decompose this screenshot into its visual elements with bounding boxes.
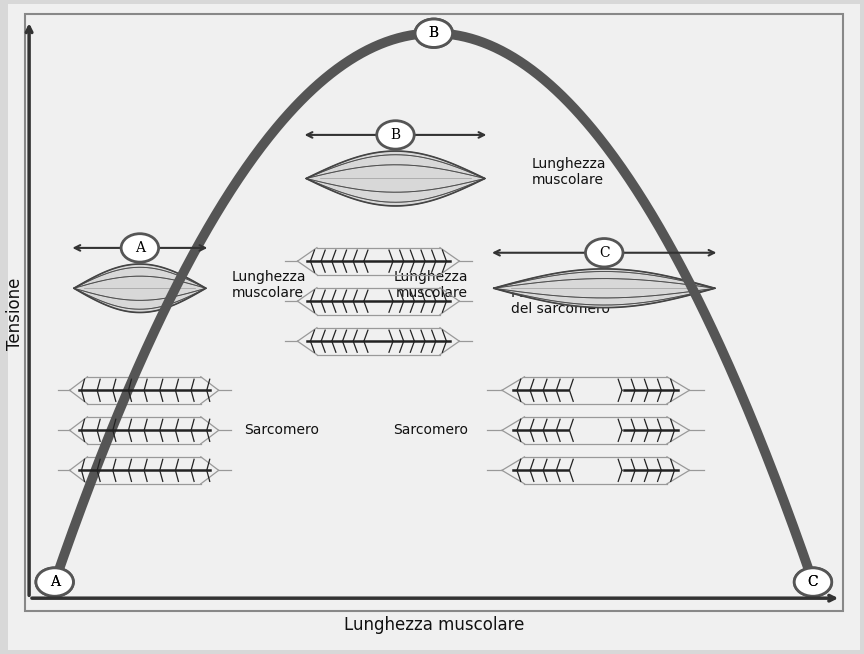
Text: A: A (49, 575, 60, 589)
Circle shape (586, 239, 623, 267)
Text: Posizione
del sarcomero: Posizione del sarcomero (511, 286, 609, 317)
Text: C: C (599, 246, 609, 260)
Text: Sarcomero: Sarcomero (245, 423, 319, 438)
Text: Lunghezza
muscolare: Lunghezza muscolare (532, 157, 607, 187)
Text: B: B (429, 26, 439, 41)
Text: Lunghezza
muscolare: Lunghezza muscolare (232, 270, 306, 300)
Text: Tensione: Tensione (6, 278, 23, 351)
Text: Lunghezza
muscolare: Lunghezza muscolare (393, 270, 468, 300)
Circle shape (121, 233, 159, 262)
Text: A: A (49, 575, 60, 589)
Circle shape (36, 568, 73, 596)
Circle shape (794, 568, 832, 596)
Text: C: C (808, 575, 818, 589)
Text: A: A (135, 241, 145, 255)
Circle shape (415, 19, 453, 48)
Circle shape (377, 121, 414, 149)
Text: B: B (391, 128, 401, 142)
Polygon shape (493, 269, 715, 307)
Text: C: C (808, 575, 818, 589)
Circle shape (36, 568, 73, 596)
Polygon shape (73, 264, 206, 313)
Circle shape (415, 19, 453, 48)
FancyBboxPatch shape (25, 14, 842, 611)
Text: Lunghezza muscolare: Lunghezza muscolare (344, 615, 524, 634)
Circle shape (794, 568, 832, 596)
Polygon shape (306, 151, 485, 206)
Text: B: B (429, 26, 439, 41)
Text: Sarcomero: Sarcomero (393, 423, 468, 438)
